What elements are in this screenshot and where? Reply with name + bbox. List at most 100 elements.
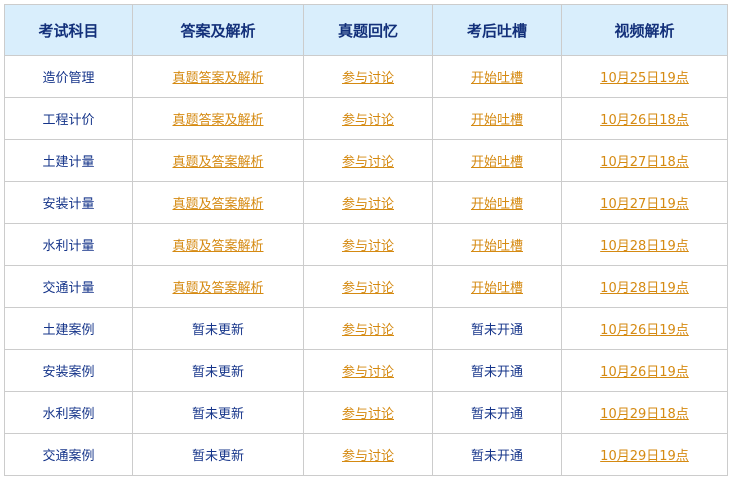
subject-cell: 土建案例 (4, 307, 133, 350)
comment-cell: 暂未开通 (432, 307, 562, 350)
answer-cell: 真题及答案解析 (132, 223, 304, 266)
comment-cell: 开始吐槽 (432, 55, 562, 98)
video-link[interactable]: 10月26日19点 (600, 365, 689, 380)
answer-cell: 真题及答案解析 (132, 181, 304, 224)
subject-cell: 安装案例 (4, 349, 133, 392)
answer-link[interactable]: 真题及答案解析 (172, 239, 264, 254)
recall-cell: 参与讨论 (303, 55, 433, 98)
video-link[interactable]: 10月27日19点 (600, 197, 689, 212)
header-row: 考试科目 答案及解析 真题回忆 考后吐槽 视频解析 (4, 4, 728, 56)
recall-link[interactable]: 参与讨论 (341, 449, 394, 464)
answer-link[interactable]: 真题及答案解析 (172, 155, 264, 170)
recall-link[interactable]: 参与讨论 (341, 365, 394, 380)
recall-link[interactable]: 参与讨论 (341, 407, 394, 422)
video-cell: 10月28日19点 (561, 223, 728, 266)
subject-cell: 土建计量 (4, 139, 133, 182)
answer-cell: 暂未更新 (132, 433, 304, 476)
subject-text: 水利计量 (42, 239, 95, 254)
subject-cell: 交通计量 (4, 265, 133, 308)
comment-cell: 开始吐槽 (432, 223, 562, 266)
header-recall: 真题回忆 (303, 4, 433, 56)
subject-cell: 造价管理 (4, 55, 133, 98)
answer-text: 暂未更新 (191, 407, 244, 422)
recall-link[interactable]: 参与讨论 (341, 281, 394, 296)
subject-cell: 交通案例 (4, 433, 133, 476)
comment-link[interactable]: 开始吐槽 (470, 239, 523, 254)
comment-cell: 开始吐槽 (432, 265, 562, 308)
recall-link[interactable]: 参与讨论 (341, 71, 394, 86)
answer-cell: 真题及答案解析 (132, 265, 304, 308)
recall-link[interactable]: 参与讨论 (341, 113, 394, 128)
answer-cell: 暂未更新 (132, 349, 304, 392)
answer-text: 暂未更新 (191, 449, 244, 464)
subject-text: 交通计量 (42, 281, 95, 296)
answer-cell: 真题答案及解析 (132, 55, 304, 98)
subject-text: 土建计量 (42, 155, 95, 170)
table-row: 交通计量 真题及答案解析 参与讨论 开始吐槽 10月28日19点 (4, 265, 728, 308)
video-cell: 10月29日18点 (561, 391, 728, 434)
answer-link[interactable]: 真题及答案解析 (172, 281, 264, 296)
recall-link[interactable]: 参与讨论 (341, 239, 394, 254)
header-video: 视频解析 (561, 4, 728, 56)
comment-cell: 暂未开通 (432, 433, 562, 476)
video-cell: 10月26日19点 (561, 307, 728, 350)
video-link[interactable]: 10月26日19点 (600, 323, 689, 338)
subject-text: 水利案例 (42, 407, 95, 422)
recall-cell: 参与讨论 (303, 139, 433, 182)
subject-text: 工程计价 (42, 113, 95, 128)
video-link[interactable]: 10月28日19点 (600, 281, 689, 296)
recall-link[interactable]: 参与讨论 (341, 155, 394, 170)
comment-cell: 开始吐槽 (432, 97, 562, 140)
table-row: 造价管理 真题答案及解析 参与讨论 开始吐槽 10月25日19点 (4, 55, 728, 98)
video-link[interactable]: 10月26日18点 (600, 113, 689, 128)
subject-cell: 安装计量 (4, 181, 133, 224)
subject-cell: 水利案例 (4, 391, 133, 434)
video-cell: 10月28日19点 (561, 265, 728, 308)
subject-text: 交通案例 (42, 449, 95, 464)
comment-text: 暂未开通 (470, 407, 523, 422)
answer-cell: 暂未更新 (132, 307, 304, 350)
comment-link[interactable]: 开始吐槽 (470, 281, 523, 296)
table-row: 交通案例 暂未更新 参与讨论 暂未开通 10月29日19点 (4, 433, 728, 476)
recall-cell: 参与讨论 (303, 307, 433, 350)
video-link[interactable]: 10月25日19点 (600, 71, 689, 86)
answer-cell: 真题答案及解析 (132, 97, 304, 140)
recall-cell: 参与讨论 (303, 391, 433, 434)
video-link[interactable]: 10月28日19点 (600, 239, 689, 254)
video-cell: 10月27日19点 (561, 181, 728, 224)
comment-link[interactable]: 开始吐槽 (470, 71, 523, 86)
comment-text: 暂未开通 (470, 365, 523, 380)
video-cell: 10月29日19点 (561, 433, 728, 476)
video-cell: 10月26日18点 (561, 97, 728, 140)
recall-link[interactable]: 参与讨论 (341, 323, 394, 338)
video-cell: 10月25日19点 (561, 55, 728, 98)
exam-schedule-table: 考试科目 答案及解析 真题回忆 考后吐槽 视频解析 造价管理 真题答案及解析 参与讨… (4, 4, 728, 476)
answer-link[interactable]: 真题及答案解析 (172, 197, 264, 212)
recall-cell: 参与讨论 (303, 181, 433, 224)
subject-text: 造价管理 (42, 71, 95, 86)
table-row: 土建计量 真题及答案解析 参与讨论 开始吐槽 10月27日18点 (4, 139, 728, 182)
header-answer: 答案及解析 (132, 4, 304, 56)
subject-text: 安装案例 (42, 365, 95, 380)
subject-text: 安装计量 (42, 197, 95, 212)
answer-cell: 真题及答案解析 (132, 139, 304, 182)
comment-link[interactable]: 开始吐槽 (470, 155, 523, 170)
comment-cell: 暂未开通 (432, 391, 562, 434)
recall-link[interactable]: 参与讨论 (341, 197, 394, 212)
recall-cell: 参与讨论 (303, 265, 433, 308)
video-cell: 10月26日19点 (561, 349, 728, 392)
comment-cell: 开始吐槽 (432, 139, 562, 182)
comment-link[interactable]: 开始吐槽 (470, 113, 523, 128)
video-cell: 10月27日18点 (561, 139, 728, 182)
recall-cell: 参与讨论 (303, 433, 433, 476)
answer-cell: 暂未更新 (132, 391, 304, 434)
table-row: 安装案例 暂未更新 参与讨论 暂未开通 10月26日19点 (4, 349, 728, 392)
video-link[interactable]: 10月29日18点 (600, 407, 689, 422)
comment-link[interactable]: 开始吐槽 (470, 197, 523, 212)
video-link[interactable]: 10月29日19点 (600, 449, 689, 464)
video-link[interactable]: 10月27日18点 (600, 155, 689, 170)
answer-link[interactable]: 真题答案及解析 (172, 71, 264, 86)
table-row: 工程计价 真题答案及解析 参与讨论 开始吐槽 10月26日18点 (4, 97, 728, 140)
comment-cell: 暂未开通 (432, 349, 562, 392)
answer-link[interactable]: 真题答案及解析 (172, 113, 264, 128)
